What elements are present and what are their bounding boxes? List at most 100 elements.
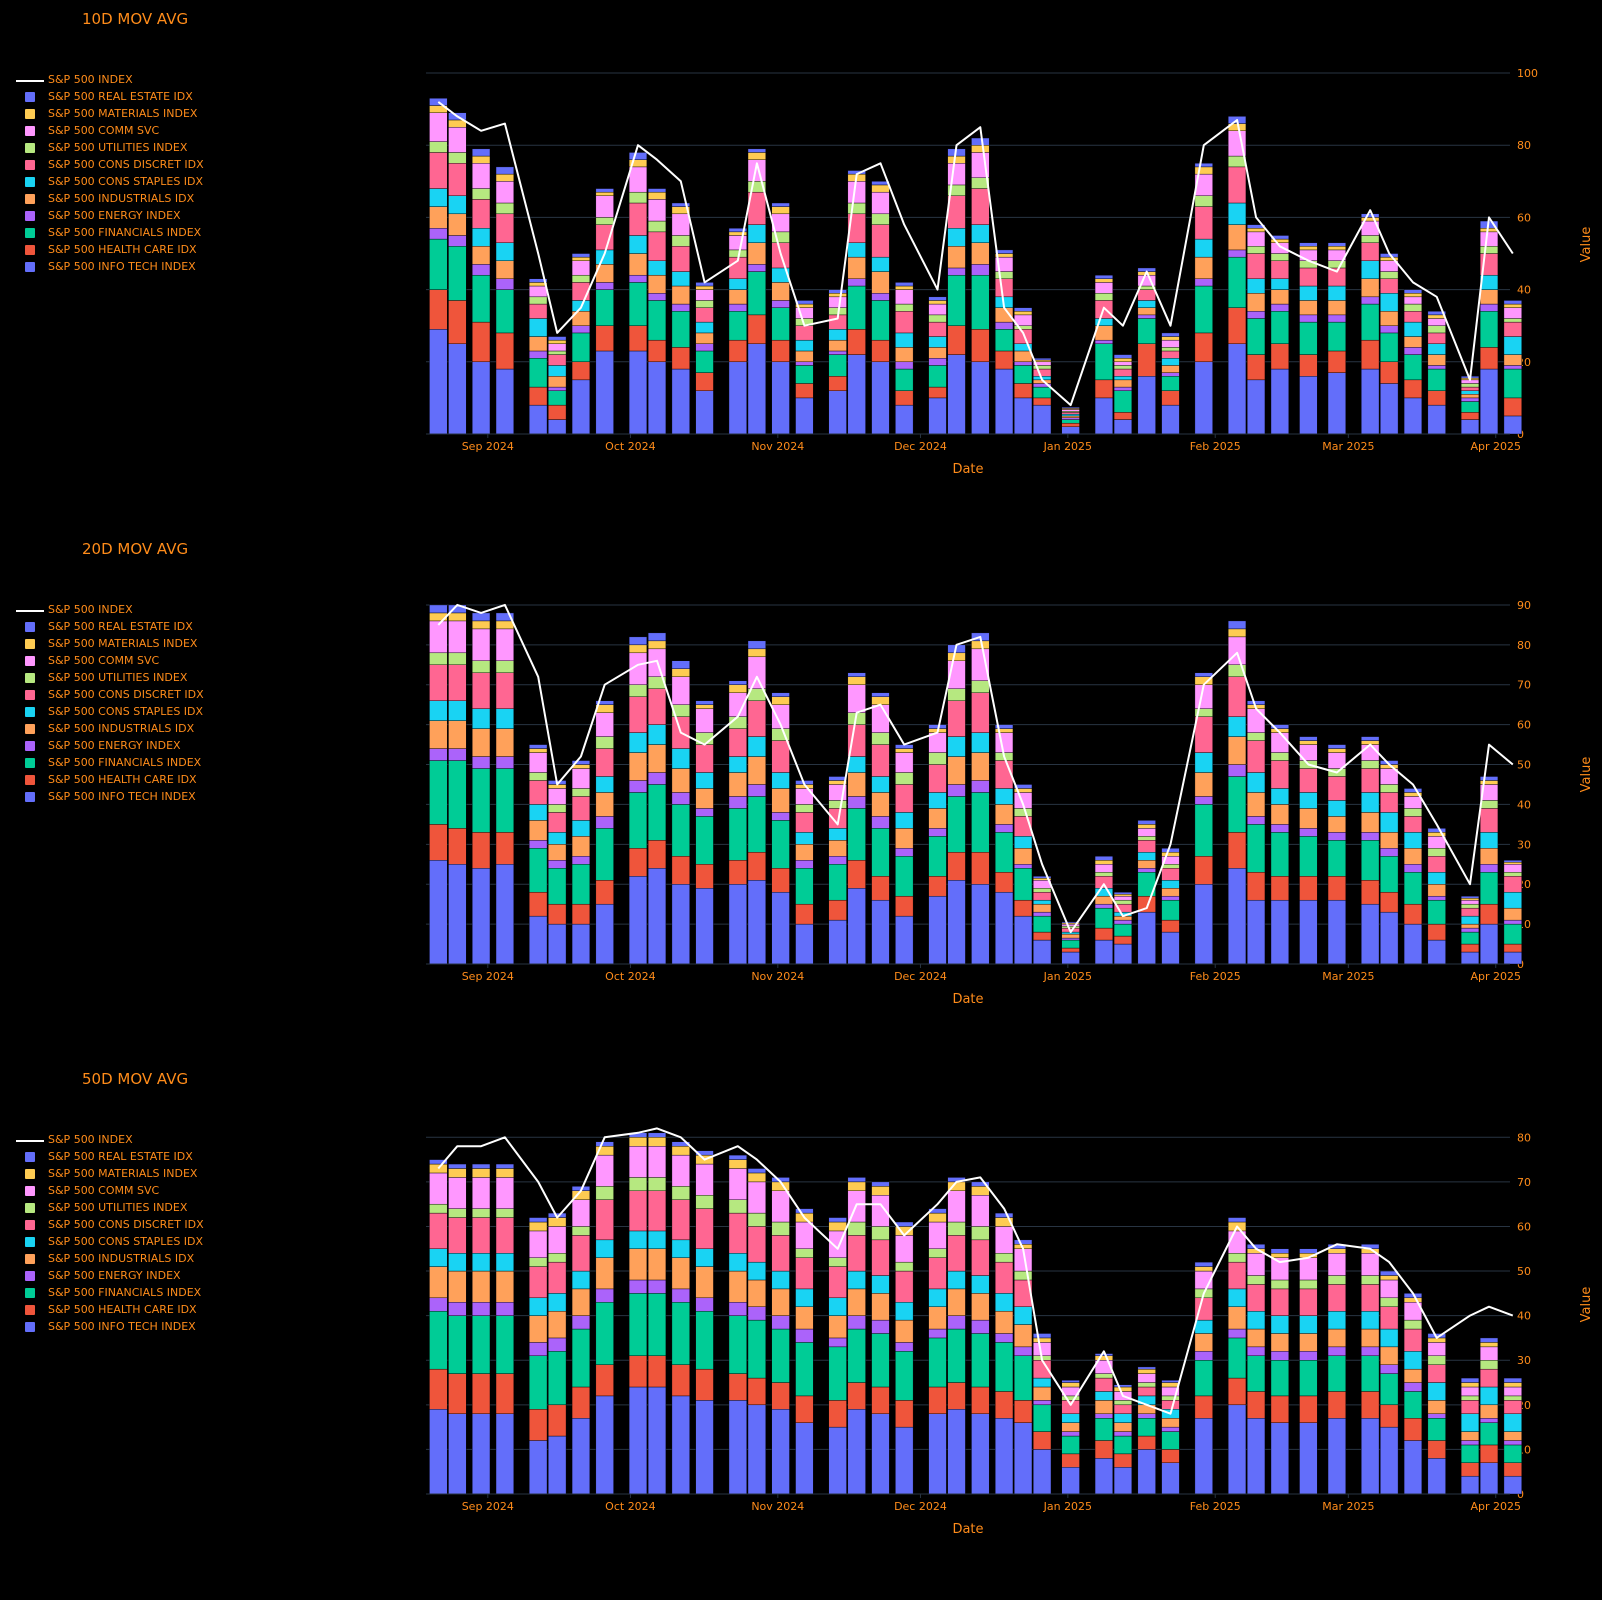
- bar-segment-sandp-500-industrials-idx[interactable]: [548, 844, 567, 861]
- bar-segment-sandp-500-cons-staples-idx[interactable]: [795, 339, 814, 352]
- bar-segment-sandp-500-comm-svc[interactable]: [995, 1226, 1014, 1254]
- bar-segment-sandp-500-energy-index[interactable]: [995, 824, 1014, 833]
- bar-segment-sandp-500-industrials-idx[interactable]: [1094, 895, 1114, 905]
- bar-segment-sandp-500-comm-svc[interactable]: [928, 1221, 947, 1249]
- bar-segment-sandp-500-comm-svc[interactable]: [1247, 231, 1266, 247]
- bar-segment-sandp-500-cons-discret-idx[interactable]: [1380, 1306, 1399, 1330]
- bar-segment-sandp-500-cons-discret-idx[interactable]: [1194, 716, 1213, 753]
- bar-segment-sandp-500-real-estate-idx[interactable]: [871, 1181, 890, 1187]
- bar-segment-sandp-500-industrials-idx[interactable]: [1299, 300, 1318, 316]
- bar-segment-sandp-500-energy-index[interactable]: [548, 860, 567, 869]
- bar-segment-sandp-500-cons-discret-idx[interactable]: [472, 1217, 491, 1254]
- bar-segment-sandp-500-health-care-idx[interactable]: [1380, 1404, 1399, 1428]
- bar-segment-sandp-500-info-tech-index[interactable]: [595, 1395, 614, 1495]
- bar-segment-sandp-500-financials-index[interactable]: [1247, 1355, 1266, 1392]
- bar-segment-sandp-500-comm-svc[interactable]: [1161, 339, 1180, 348]
- bar-segment-sandp-500-energy-index[interactable]: [695, 1297, 714, 1312]
- bar-segment-sandp-500-comm-svc[interactable]: [1247, 708, 1266, 733]
- bar-segment-sandp-500-energy-index[interactable]: [548, 386, 567, 391]
- bar-segment-sandp-500-cons-staples-idx[interactable]: [472, 228, 491, 247]
- bar-segment-sandp-500-comm-svc[interactable]: [1427, 1342, 1446, 1356]
- bar-segment-sandp-500-cons-discret-idx[interactable]: [1137, 289, 1156, 301]
- bar-segment-sandp-500-health-care-idx[interactable]: [1161, 919, 1180, 933]
- bar-segment-sandp-500-info-tech-index[interactable]: [1161, 404, 1180, 435]
- bar-segment-sandp-500-info-tech-index[interactable]: [1033, 939, 1052, 965]
- bar-segment-sandp-500-cons-discret-idx[interactable]: [695, 744, 714, 773]
- bar-segment-sandp-500-health-care-idx[interactable]: [595, 325, 614, 352]
- bar-segment-sandp-500-cons-discret-idx[interactable]: [448, 1217, 467, 1254]
- bar-segment-sandp-500-energy-index[interactable]: [695, 343, 714, 352]
- bar-segment-sandp-500-health-care-idx[interactable]: [1137, 343, 1156, 377]
- bar-segment-sandp-500-health-care-idx[interactable]: [1427, 390, 1446, 406]
- bar-segment-sandp-500-financials-index[interactable]: [1403, 354, 1423, 381]
- bar-segment-sandp-500-info-tech-index[interactable]: [695, 888, 714, 965]
- bar-segment-sandp-500-cons-discret-idx[interactable]: [1479, 808, 1499, 833]
- bar-segment-sandp-500-cons-discret-idx[interactable]: [1113, 1404, 1133, 1414]
- bar-segment-sandp-500-health-care-idx[interactable]: [695, 864, 714, 889]
- bar-segment-sandp-500-financials-index[interactable]: [795, 1342, 814, 1397]
- bar-segment-sandp-500-info-tech-index[interactable]: [995, 1418, 1014, 1495]
- bar-segment-sandp-500-health-care-idx[interactable]: [1270, 343, 1289, 370]
- bar-segment-sandp-500-materials-index[interactable]: [871, 184, 890, 193]
- bar-segment-sandp-500-cons-staples-idx[interactable]: [971, 224, 990, 243]
- bar-segment-sandp-500-materials-index[interactable]: [472, 155, 491, 164]
- bar-segment-sandp-500-comm-svc[interactable]: [1113, 361, 1133, 366]
- bar-segment-sandp-500-financials-index[interactable]: [1270, 832, 1289, 877]
- bar-segment-sandp-500-financials-index[interactable]: [847, 285, 866, 330]
- bar-segment-sandp-500-comm-svc[interactable]: [628, 1146, 648, 1178]
- bar-segment-sandp-500-industrials-idx[interactable]: [671, 1257, 690, 1290]
- bar-segment-sandp-500-comm-svc[interactable]: [695, 1163, 714, 1196]
- bar-segment-sandp-500-real-estate-idx[interactable]: [747, 1168, 766, 1174]
- bar-segment-sandp-500-health-care-idx[interactable]: [871, 1386, 890, 1414]
- bar-segment-sandp-500-cons-staples-idx[interactable]: [628, 1230, 648, 1249]
- bar-segment-sandp-500-financials-index[interactable]: [1161, 899, 1180, 921]
- bar-segment-sandp-500-health-care-idx[interactable]: [847, 329, 866, 355]
- bar-segment-sandp-500-info-tech-index[interactable]: [971, 1413, 990, 1495]
- bar-segment-sandp-500-utilities-index[interactable]: [771, 1221, 790, 1236]
- bar-segment-sandp-500-cons-discret-idx[interactable]: [1033, 368, 1052, 377]
- bar-segment-sandp-500-cons-staples-idx[interactable]: [795, 832, 814, 845]
- bar-segment-sandp-500-real-estate-idx[interactable]: [795, 300, 814, 305]
- bar-segment-sandp-500-financials-index[interactable]: [595, 1302, 614, 1365]
- bar-segment-sandp-500-cons-staples-idx[interactable]: [828, 1297, 847, 1316]
- bar-segment-sandp-500-industrials-idx[interactable]: [1227, 736, 1247, 765]
- bar-segment-sandp-500-comm-svc[interactable]: [1299, 1257, 1318, 1281]
- bar-segment-sandp-500-industrials-idx[interactable]: [1427, 884, 1446, 897]
- bar-segment-sandp-500-real-estate-idx[interactable]: [1161, 848, 1180, 853]
- bar-segment-sandp-500-financials-index[interactable]: [628, 792, 648, 849]
- bar-segment-sandp-500-health-care-idx[interactable]: [947, 1382, 966, 1410]
- bar-segment-sandp-500-real-estate-idx[interactable]: [847, 672, 866, 677]
- bar-segment-sandp-500-real-estate-idx[interactable]: [771, 692, 790, 697]
- bar-segment-sandp-500-comm-svc[interactable]: [472, 163, 491, 189]
- bar-segment-sandp-500-energy-index[interactable]: [747, 1306, 766, 1321]
- bar-segment-sandp-500-info-tech-index[interactable]: [995, 891, 1014, 965]
- bar-segment-sandp-500-energy-index[interactable]: [1061, 937, 1080, 941]
- bar-segment-sandp-500-energy-index[interactable]: [1113, 1431, 1133, 1437]
- bar-segment-sandp-500-cons-staples-idx[interactable]: [1194, 238, 1213, 258]
- bar-segment-sandp-500-industrials-idx[interactable]: [847, 1288, 866, 1316]
- bar-segment-sandp-500-utilities-index[interactable]: [1427, 848, 1446, 857]
- bar-segment-sandp-500-financials-index[interactable]: [895, 1351, 914, 1401]
- bar-segment-sandp-500-utilities-index[interactable]: [971, 680, 990, 693]
- bar-segment-sandp-500-real-estate-idx[interactable]: [747, 640, 766, 650]
- bar-segment-sandp-500-cons-staples-idx[interactable]: [695, 1248, 714, 1267]
- bar-segment-sandp-500-industrials-idx[interactable]: [671, 768, 690, 793]
- bar-segment-sandp-500-real-estate-idx[interactable]: [1014, 784, 1033, 789]
- bar-segment-sandp-500-cons-discret-idx[interactable]: [1137, 840, 1156, 853]
- bar-segment-sandp-500-health-care-idx[interactable]: [1033, 397, 1052, 406]
- bar-segment-sandp-500-cons-discret-idx[interactable]: [1161, 1400, 1180, 1410]
- bar-segment-sandp-500-energy-index[interactable]: [1094, 339, 1114, 344]
- bar-segment-sandp-500-industrials-idx[interactable]: [1061, 933, 1080, 939]
- bar-segment-sandp-500-cons-discret-idx[interactable]: [1403, 1328, 1423, 1352]
- bar-segment-sandp-500-industrials-idx[interactable]: [995, 804, 1014, 825]
- bar-segment-sandp-500-real-estate-idx[interactable]: [728, 228, 747, 233]
- bar-segment-sandp-500-energy-index[interactable]: [728, 1302, 747, 1316]
- bar-segment-sandp-500-cons-discret-idx[interactable]: [928, 1257, 947, 1290]
- bar-segment-sandp-500-comm-svc[interactable]: [472, 1177, 491, 1209]
- bar-segment-sandp-500-info-tech-index[interactable]: [1270, 899, 1289, 965]
- bar-segment-sandp-500-materials-index[interactable]: [1479, 228, 1499, 233]
- bar-segment-sandp-500-utilities-index[interactable]: [1380, 271, 1399, 279]
- bar-segment-sandp-500-real-estate-idx[interactable]: [628, 636, 648, 646]
- bar-segment-sandp-500-cons-discret-idx[interactable]: [795, 1257, 814, 1290]
- bar-segment-sandp-500-utilities-index[interactable]: [1460, 903, 1480, 909]
